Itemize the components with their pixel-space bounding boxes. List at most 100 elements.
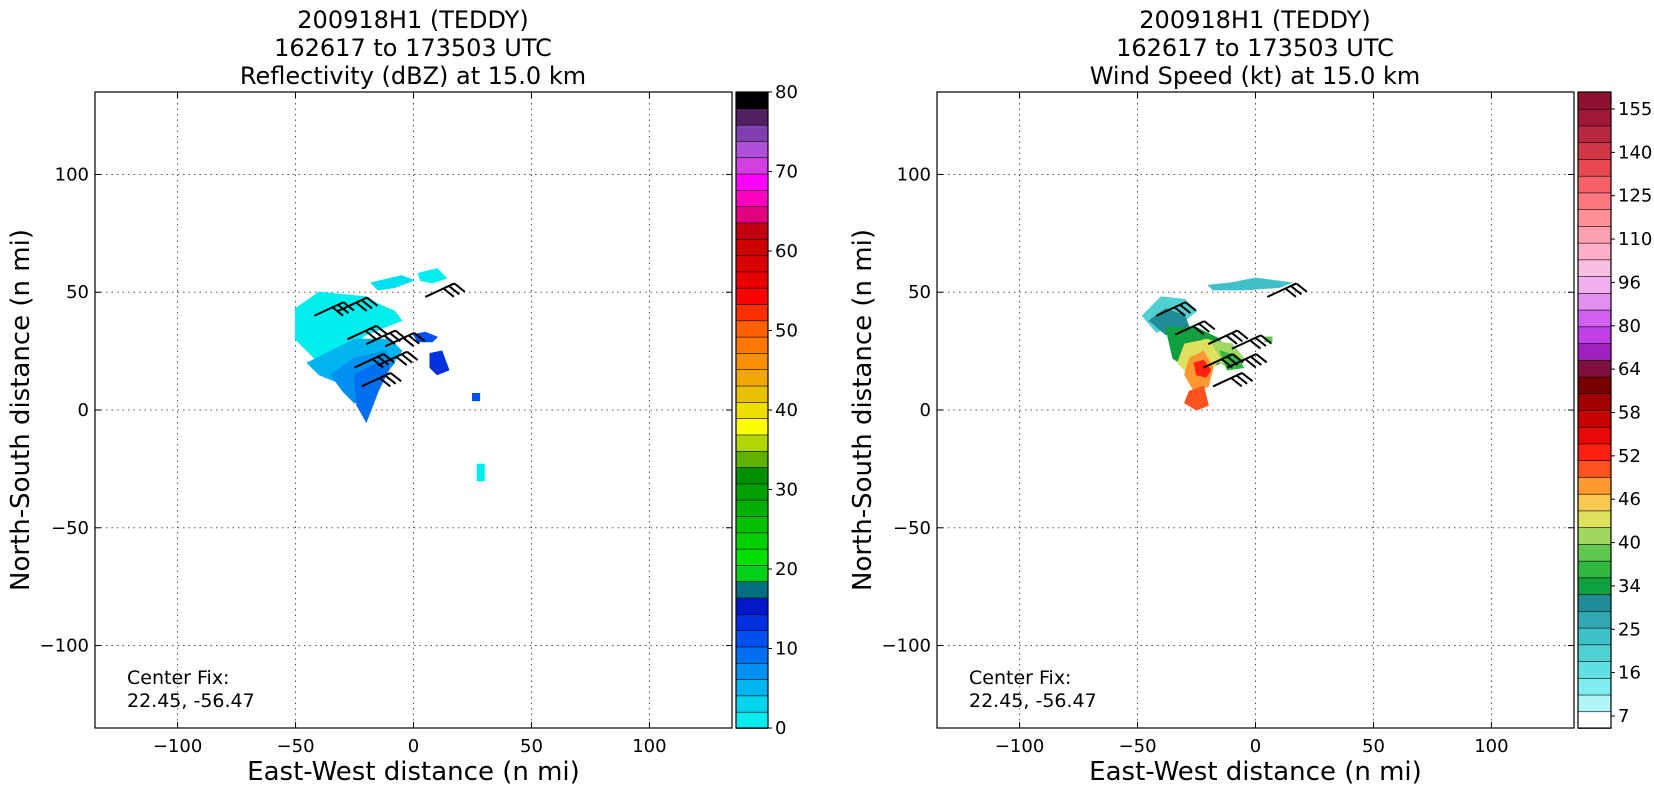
colorbar-swatch xyxy=(1577,225,1612,244)
x-tick-label: 100 xyxy=(1474,736,1508,757)
colorbar-swatch xyxy=(735,189,769,207)
colorbar-swatch xyxy=(735,385,769,403)
reflectivity-panel: 200918H1 (TEDDY)162617 to 173503 UTCRefl… xyxy=(6,6,798,787)
wind-speed-panel: 200918H1 (TEDDY)162617 to 173503 UTCWind… xyxy=(848,6,1652,787)
colorbar-tick-label: 50 xyxy=(775,321,798,342)
wind-barb xyxy=(1207,329,1249,345)
colorbar-swatch xyxy=(735,320,769,338)
colorbar-swatch xyxy=(1577,526,1612,545)
colorbar-swatch xyxy=(1577,275,1612,294)
data-region xyxy=(370,275,415,291)
colorbar-tick-label: 58 xyxy=(1618,403,1641,424)
colorbar-tick-label: 0 xyxy=(775,718,786,739)
colorbar-swatch xyxy=(1577,175,1612,194)
wind-barb xyxy=(1266,282,1308,298)
colorbar-swatch xyxy=(1577,694,1612,713)
colorbar-swatch xyxy=(735,483,769,501)
wind-barb-flag xyxy=(1290,285,1302,296)
colorbar-swatch xyxy=(735,91,769,110)
wind-barb-flag xyxy=(1198,322,1210,333)
wind-barb-flag xyxy=(1244,358,1257,369)
y-tick-label: 0 xyxy=(920,400,931,421)
chart-title-line: Reflectivity (dBZ) at 15.0 km xyxy=(240,62,586,90)
wind-barb-flag xyxy=(370,327,383,338)
wind-barb xyxy=(347,324,388,341)
colorbar-swatch xyxy=(1577,242,1612,261)
colorbar-swatch xyxy=(735,515,769,534)
colorbar-tick-label: 25 xyxy=(1618,619,1641,640)
wind-barb-flag xyxy=(1284,287,1297,298)
colorbar-tick-label: 140 xyxy=(1618,142,1652,163)
colorbar-tick-label: 40 xyxy=(1618,533,1641,554)
colorbar-swatch xyxy=(1577,593,1612,612)
colorbar-tick-label: 80 xyxy=(775,82,798,103)
x-tick-label: −50 xyxy=(1119,736,1157,757)
x-tick-label: 50 xyxy=(520,736,543,757)
y-tick-label: 100 xyxy=(897,164,931,185)
center-fix-annotation: Center Fix: xyxy=(969,667,1071,689)
wind-barb-flag xyxy=(401,353,413,364)
wind-barb-flag xyxy=(384,374,397,385)
colorbar-tick-label: 7 xyxy=(1618,706,1629,727)
colorbar-swatch xyxy=(735,532,769,550)
y-tick-label: 0 xyxy=(78,400,89,421)
wind-barb-flag xyxy=(1231,332,1244,343)
chart-title-line: Wind Speed (kt) at 15.0 km xyxy=(1090,62,1421,90)
data-region xyxy=(353,362,391,423)
colorbar-tick-label: 46 xyxy=(1618,489,1641,510)
x-tick-label: −50 xyxy=(277,736,315,757)
colorbar-swatch xyxy=(735,450,769,468)
colorbar-swatch xyxy=(735,368,769,387)
wind-barb xyxy=(424,282,466,298)
wind-barb-flag xyxy=(382,353,395,364)
colorbar-swatch xyxy=(1577,108,1612,127)
colorbar-swatch xyxy=(735,336,769,354)
x-tick-label: 0 xyxy=(1250,736,1261,757)
colorbar-tick-label: 96 xyxy=(1618,272,1641,293)
wind-barb-flag xyxy=(1230,377,1243,388)
wind-barb-flag xyxy=(1254,336,1267,347)
data-region xyxy=(476,463,485,482)
chart-title-line: 200918H1 (TEDDY) xyxy=(1139,6,1370,34)
colorbar-tick-label: 40 xyxy=(775,400,798,421)
wind-barb-flag xyxy=(375,325,388,335)
data-region xyxy=(472,393,481,402)
wind-barb-flag xyxy=(1192,325,1205,336)
wind-barb xyxy=(1174,320,1216,336)
wind-barb xyxy=(384,331,426,348)
colorbar-swatch xyxy=(1577,644,1612,662)
colorbar-swatch xyxy=(1577,660,1612,679)
colorbar-tick-label: 60 xyxy=(775,241,798,262)
data-region xyxy=(429,350,450,376)
wind-barb-flag xyxy=(1255,353,1268,364)
wind-barb xyxy=(337,296,379,312)
colorbar-swatch xyxy=(1577,677,1612,696)
colorbar-swatch xyxy=(1577,476,1612,495)
colorbar-tick-label: 20 xyxy=(775,559,798,580)
y-tick-label: −100 xyxy=(882,636,931,657)
colorbar-swatch xyxy=(1577,91,1612,110)
wind-barb-flag xyxy=(1249,339,1262,350)
colorbar-tick-label: 110 xyxy=(1618,229,1652,250)
wind-barb-flag xyxy=(331,306,344,317)
wind-barb-flag xyxy=(406,350,419,361)
center-fix-annotation: Center Fix: xyxy=(127,667,229,689)
colorbar-swatch xyxy=(735,303,769,322)
wind-barb xyxy=(1155,301,1197,317)
colorbar-swatch xyxy=(735,254,769,273)
wind-barb-flag xyxy=(1203,320,1216,331)
colorbar-swatch xyxy=(735,564,769,583)
wind-barb-flag xyxy=(1225,334,1238,345)
colorbar-swatch xyxy=(1577,543,1612,562)
x-tick-label: 0 xyxy=(408,736,419,757)
colorbar-swatch xyxy=(735,108,769,126)
wind-barb xyxy=(1226,353,1268,369)
wind-barb-flag xyxy=(1241,372,1254,383)
x-axis-label: East-West distance (n mi) xyxy=(1089,757,1422,787)
x-axis-label: East-West distance (n mi) xyxy=(247,757,580,787)
colorbar-tick-label: 125 xyxy=(1618,186,1652,207)
colorbar-swatch xyxy=(735,662,769,680)
wind-barb-flag xyxy=(1173,306,1186,317)
colorbar-swatch xyxy=(735,222,769,240)
colorbar-swatch xyxy=(1577,426,1612,445)
